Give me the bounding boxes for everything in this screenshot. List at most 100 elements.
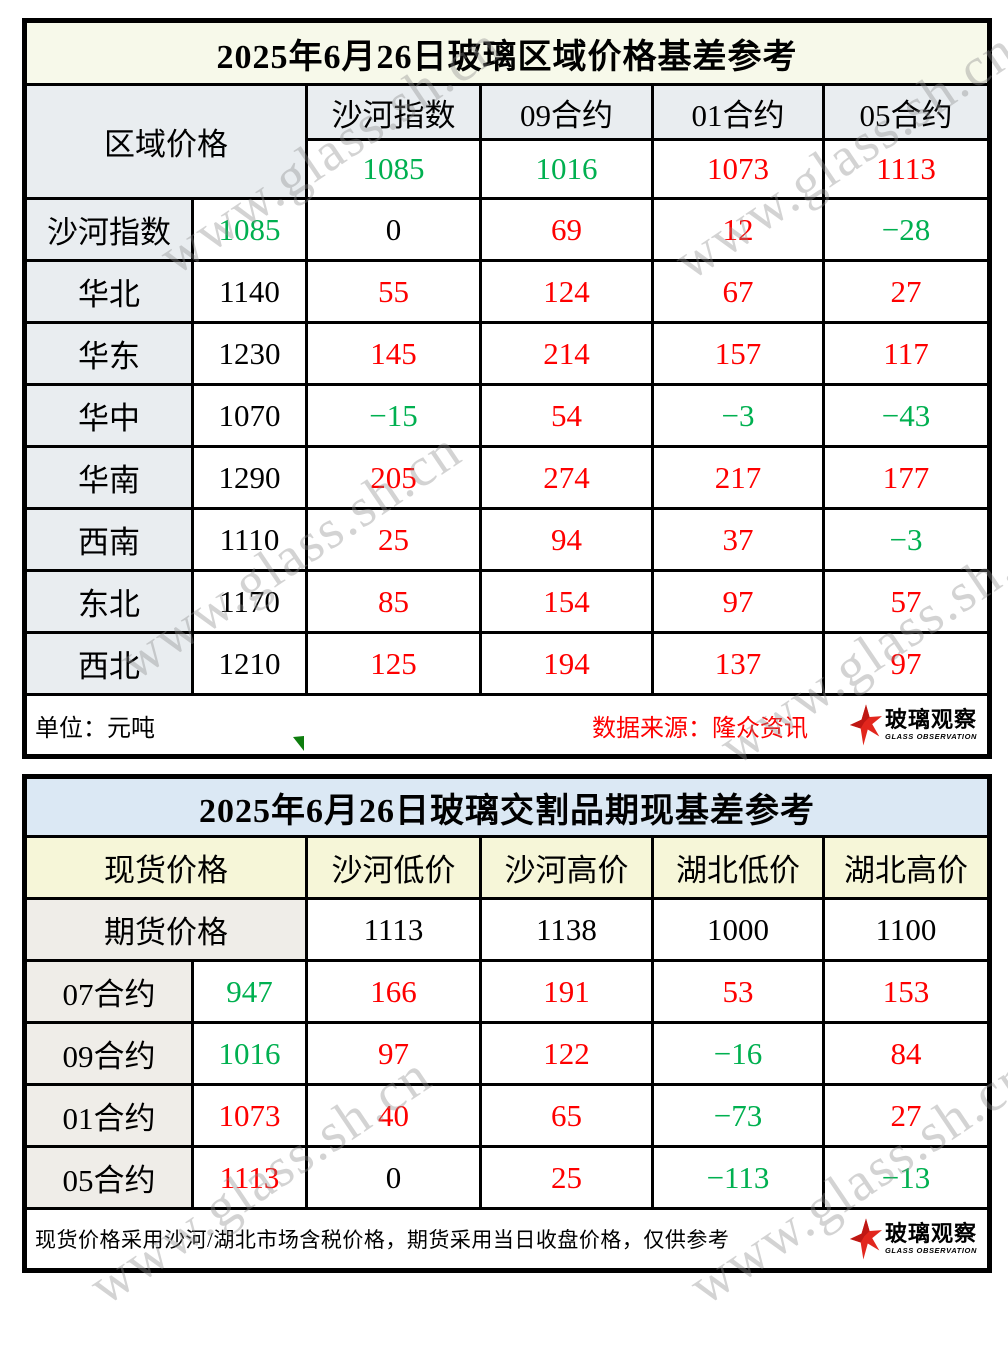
table-row: 华中 1070 −15 54 −3 −43 <box>23 383 992 448</box>
table1-header-values-row: 1085 1016 1073 1113 <box>25 138 992 200</box>
column-price: 1016 <box>479 138 654 200</box>
basis-cell: 40 <box>305 1083 482 1148</box>
column-header: 沙河低价 <box>305 835 482 900</box>
region-label: 西北 <box>23 631 194 696</box>
basis-cell: 177 <box>821 445 992 510</box>
basis-cell: 25 <box>305 507 482 572</box>
basis-cell: 157 <box>651 321 825 386</box>
basis-cell: 85 <box>305 569 482 634</box>
data-source-label: 数据来源：隆众资讯 <box>592 715 809 742</box>
table-row: 沙河指数 1085 0 69 12 −28 <box>23 197 992 262</box>
table-row: 华南 1290 205 274 217 177 <box>23 445 992 510</box>
table2-header-row: 现货价格 沙河低价 沙河高价 湖北低价 湖北高价 <box>23 835 991 900</box>
contract-price: 1113 <box>191 1145 308 1210</box>
region-label: 西南 <box>23 507 194 572</box>
table-row: 华东 1230 145 214 157 117 <box>23 321 992 386</box>
basis-cell: −13 <box>822 1145 991 1210</box>
basis-cell: 69 <box>479 197 654 262</box>
basis-cell: 191 <box>479 959 654 1024</box>
region-price: 1230 <box>191 321 308 386</box>
region-price: 1085 <box>191 197 308 262</box>
region-price: 1110 <box>191 507 308 572</box>
futures-price: 1138 <box>479 897 654 962</box>
contract-price: 1016 <box>191 1021 308 1086</box>
table1-header-row: 区域价格 沙河指数 09合约 01合约 05合约 <box>23 83 992 200</box>
basis-cell: 166 <box>305 959 482 1024</box>
region-label: 华中 <box>23 383 194 448</box>
column-header: 05合约 <box>821 83 992 141</box>
contract-label: 07合约 <box>23 959 194 1024</box>
logo-star-icon <box>850 704 883 746</box>
brand-name: 玻璃观察 <box>885 707 978 733</box>
basis-cell: −3 <box>821 507 992 572</box>
basis-cell: −43 <box>821 383 992 448</box>
basis-cell: 67 <box>651 259 825 324</box>
basis-cell: 0 <box>305 197 482 262</box>
basis-cell: 84 <box>822 1021 991 1086</box>
basis-cell: 117 <box>821 321 992 386</box>
basis-cell: 153 <box>822 959 991 1024</box>
basis-cell: 25 <box>479 1145 654 1210</box>
column-header: 沙河指数 <box>305 83 482 141</box>
basis-cell: 124 <box>479 259 654 324</box>
basis-cell: 65 <box>479 1083 654 1148</box>
table-row: 09合约 1016 97 122 −16 84 <box>23 1021 991 1086</box>
region-price: 1070 <box>191 383 308 448</box>
basis-cell: 125 <box>305 631 482 696</box>
regional-basis-table: 2025年6月26日玻璃区域价格基差参考 区域价格 沙河指数 09合约 01合约… <box>22 18 993 759</box>
basis-cell: 27 <box>822 1083 991 1148</box>
green-triangle-artifact <box>293 736 304 751</box>
column-header: 09合约 <box>479 83 654 141</box>
brand-logo: 玻璃观察 GLASS OBSERVATION <box>849 1217 977 1261</box>
basis-cell: 37 <box>651 507 825 572</box>
basis-cell: 122 <box>479 1021 654 1086</box>
column-price: 1085 <box>305 138 482 200</box>
basis-cell: 97 <box>821 631 992 696</box>
basis-cell: −15 <box>305 383 482 448</box>
basis-cell: 97 <box>305 1021 482 1086</box>
region-price: 1210 <box>191 631 308 696</box>
basis-cell: −73 <box>651 1083 825 1148</box>
basis-cell: 53 <box>651 959 825 1024</box>
basis-cell: 97 <box>651 569 825 634</box>
delivery-basis-table: 2025年6月26日玻璃交割品期现基差参考 现货价格 沙河低价 沙河高价 湖北低… <box>22 774 992 1273</box>
futures-price-label: 期货价格 <box>23 897 308 962</box>
basis-cell: 205 <box>305 445 482 510</box>
table-row: 西北 1210 125 194 137 97 <box>23 631 992 696</box>
brand-subtitle: GLASS OBSERVATION <box>885 732 978 742</box>
column-header: 沙河高价 <box>479 835 654 900</box>
table1-corner-label: 区域价格 <box>23 83 308 200</box>
contract-label: 01合约 <box>23 1083 194 1148</box>
region-price: 1170 <box>191 569 308 634</box>
basis-cell: 57 <box>821 569 992 634</box>
contract-price: 1073 <box>191 1083 308 1148</box>
basis-cell: 0 <box>305 1145 482 1210</box>
futures-price: 1100 <box>822 897 991 962</box>
futures-price-row: 期货价格 1113 1138 1000 1100 <box>23 897 991 962</box>
disclaimer-note: 现货价格采用沙河/湖北市场含税价格，期货采用当日收盘价格，仅供参考 <box>35 1228 730 1252</box>
basis-cell: 27 <box>821 259 992 324</box>
region-label: 沙河指数 <box>23 197 194 262</box>
basis-cell: −28 <box>821 197 992 262</box>
table1-title: 2025年6月26日玻璃区域价格基差参考 <box>22 19 992 86</box>
table-row: 东北 1170 85 154 97 57 <box>23 569 992 634</box>
contract-label: 09合约 <box>23 1021 194 1086</box>
contract-price: 947 <box>191 959 308 1024</box>
region-label: 华南 <box>23 445 194 510</box>
basis-cell: 54 <box>479 383 654 448</box>
region-label: 华东 <box>23 321 194 386</box>
column-header: 01合约 <box>651 83 825 141</box>
region-label: 东北 <box>23 569 194 634</box>
table1-footer-row: 单位：元吨 数据来源：隆众资讯 玻璃观察 GLASS OBSERVATION <box>22 693 992 758</box>
basis-cell: 55 <box>305 259 482 324</box>
futures-price: 1113 <box>305 897 482 962</box>
basis-cell: −3 <box>651 383 825 448</box>
logo-star-icon <box>849 1218 882 1260</box>
futures-price: 1000 <box>651 897 825 962</box>
column-header: 湖北高价 <box>822 835 991 900</box>
region-label: 华北 <box>23 259 194 324</box>
brand-name: 玻璃观察 <box>884 1221 977 1247</box>
table2-corner-label: 现货价格 <box>23 835 308 900</box>
basis-cell: −16 <box>651 1021 825 1086</box>
